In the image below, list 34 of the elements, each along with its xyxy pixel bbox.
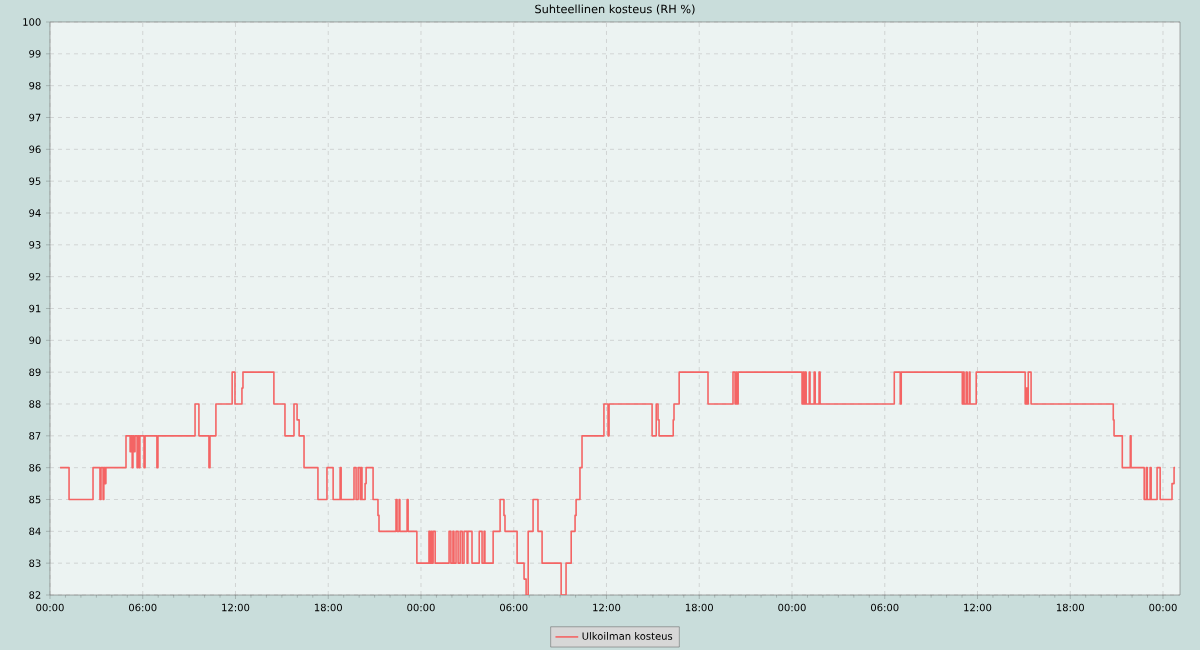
y-tick-label: 82	[29, 591, 41, 599]
y-tick-label: 99	[29, 50, 41, 58]
legend-label: Ulkoilman kosteus	[582, 632, 673, 640]
x-tick-label: 00:00	[407, 603, 435, 612]
y-tick-label: 83	[29, 559, 41, 567]
y-tick-label: 88	[29, 400, 41, 408]
y-tick-label: 96	[29, 145, 41, 154]
y-tick-label: 94	[29, 209, 41, 217]
y-tick-label: 89	[29, 368, 41, 376]
y-tick-label: 93	[29, 241, 41, 249]
x-tick-label: 00:00	[1149, 603, 1177, 612]
x-tick-label: 00:00	[778, 603, 806, 612]
y-tick-label: 91	[29, 304, 41, 313]
y-tick-label: 100	[23, 18, 41, 26]
x-tick-label: 06:00	[129, 603, 157, 612]
y-tick-label: 95	[29, 177, 41, 185]
chart-title: Suhteellinen kosteus (RH %)	[535, 4, 695, 15]
x-tick-label: 12:00	[222, 603, 250, 612]
x-tick-label: 12:00	[964, 603, 992, 612]
x-tick-label: 12:00	[593, 603, 621, 612]
x-tick-label: 00:00	[36, 603, 64, 612]
y-tick-label: 98	[29, 81, 41, 90]
y-tick-label: 84	[29, 527, 41, 536]
y-tick-label: 86	[29, 463, 41, 472]
y-tick-label: 90	[29, 336, 41, 345]
y-tick-label: 97	[29, 113, 41, 122]
y-tick-label: 92	[29, 272, 41, 281]
x-tick-label: 18:00	[685, 603, 713, 612]
x-tick-label: 06:00	[500, 603, 528, 612]
x-tick-label: 18:00	[314, 603, 342, 612]
x-tick-label: 18:00	[1056, 603, 1084, 612]
y-tick-label: 85	[29, 495, 41, 504]
x-tick-label: 06:00	[871, 603, 899, 612]
y-tick-label: 87	[29, 432, 41, 440]
